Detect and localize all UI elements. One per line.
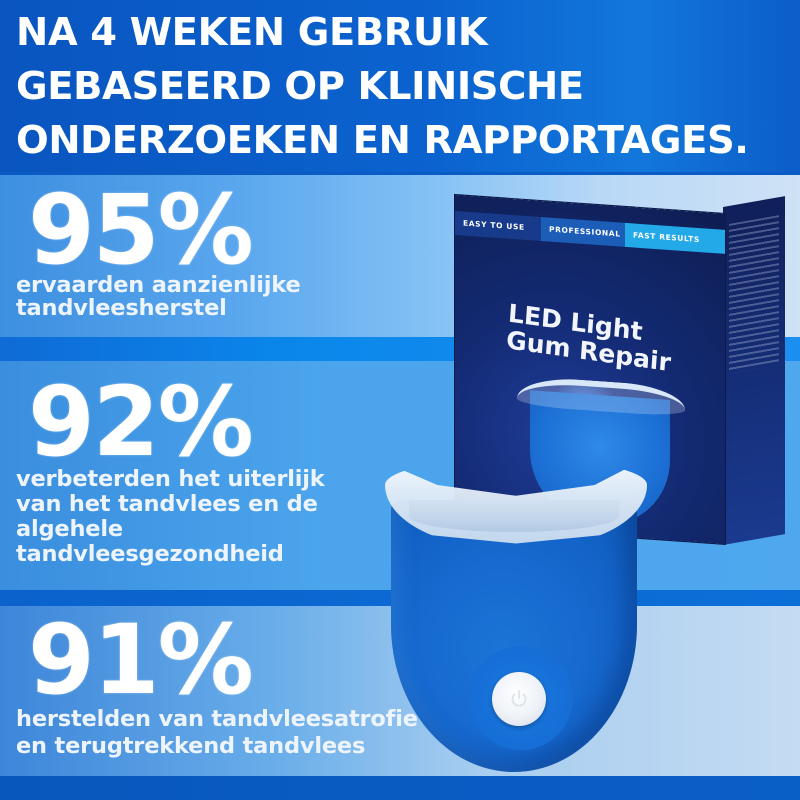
box-feature-tabs: EASY TO USE PROFESSIONAL FAST RESULTS [455, 211, 725, 254]
product-name: LED Light Gum Repair [505, 299, 718, 383]
power-icon [511, 690, 527, 707]
stat-95: 95% ervaarden aanzienlijke tandvleeshers… [16, 182, 301, 324]
footer-band [0, 776, 800, 800]
box-tab-fast: FAST RESULTS [625, 222, 725, 254]
stat-description-line: tandvleesherstel [16, 295, 227, 321]
power-button [492, 672, 546, 726]
page-title: NA 4 WEKEN GEBRUIK GEBASEERD OP KLINISCH… [16, 6, 800, 168]
stat-description-line: algehele [16, 516, 123, 542]
title-line-3: ONDERZOEKEN EN RAPPORTAGES. [16, 118, 749, 163]
box-side-panel [723, 196, 785, 545]
stat-92: 92% verbeterden het uiterlijk van het ta… [16, 374, 325, 570]
stat-description-line: tandvleesgezondheid [16, 541, 284, 567]
stat-value: 91% [28, 604, 254, 716]
stat-description-line: en terugtrekkend tandvlees [16, 733, 366, 759]
stat-description-line: ervaarden aanzienlijke [16, 272, 301, 298]
stat-91: 91% herstelden van tandvleesatrofie en t… [16, 612, 418, 762]
device-body [391, 500, 637, 772]
title-line-2: GEBASEERD OP KLINISCHE [16, 64, 584, 109]
stat-value: 92% [28, 366, 254, 478]
box-tab-easy: EASY TO USE [455, 211, 541, 242]
stat-description-line: van het tandvlees en de [16, 491, 318, 517]
led-device-image [385, 440, 647, 780]
mouth-tray-inner [409, 500, 619, 532]
stat-description-line: verbeterden het uiterlijk [16, 466, 325, 492]
box-tab-professional: PROFESSIONAL [541, 217, 625, 247]
header-block: NA 4 WEKEN GEBRUIK GEBASEERD OP KLINISCH… [0, 0, 800, 172]
stat-description-line: herstelden van tandvleesatrofie [16, 706, 418, 732]
stat-value: 95% [28, 174, 254, 286]
title-line-1: NA 4 WEKEN GEBRUIK [16, 10, 488, 55]
box-side-text [729, 215, 779, 374]
